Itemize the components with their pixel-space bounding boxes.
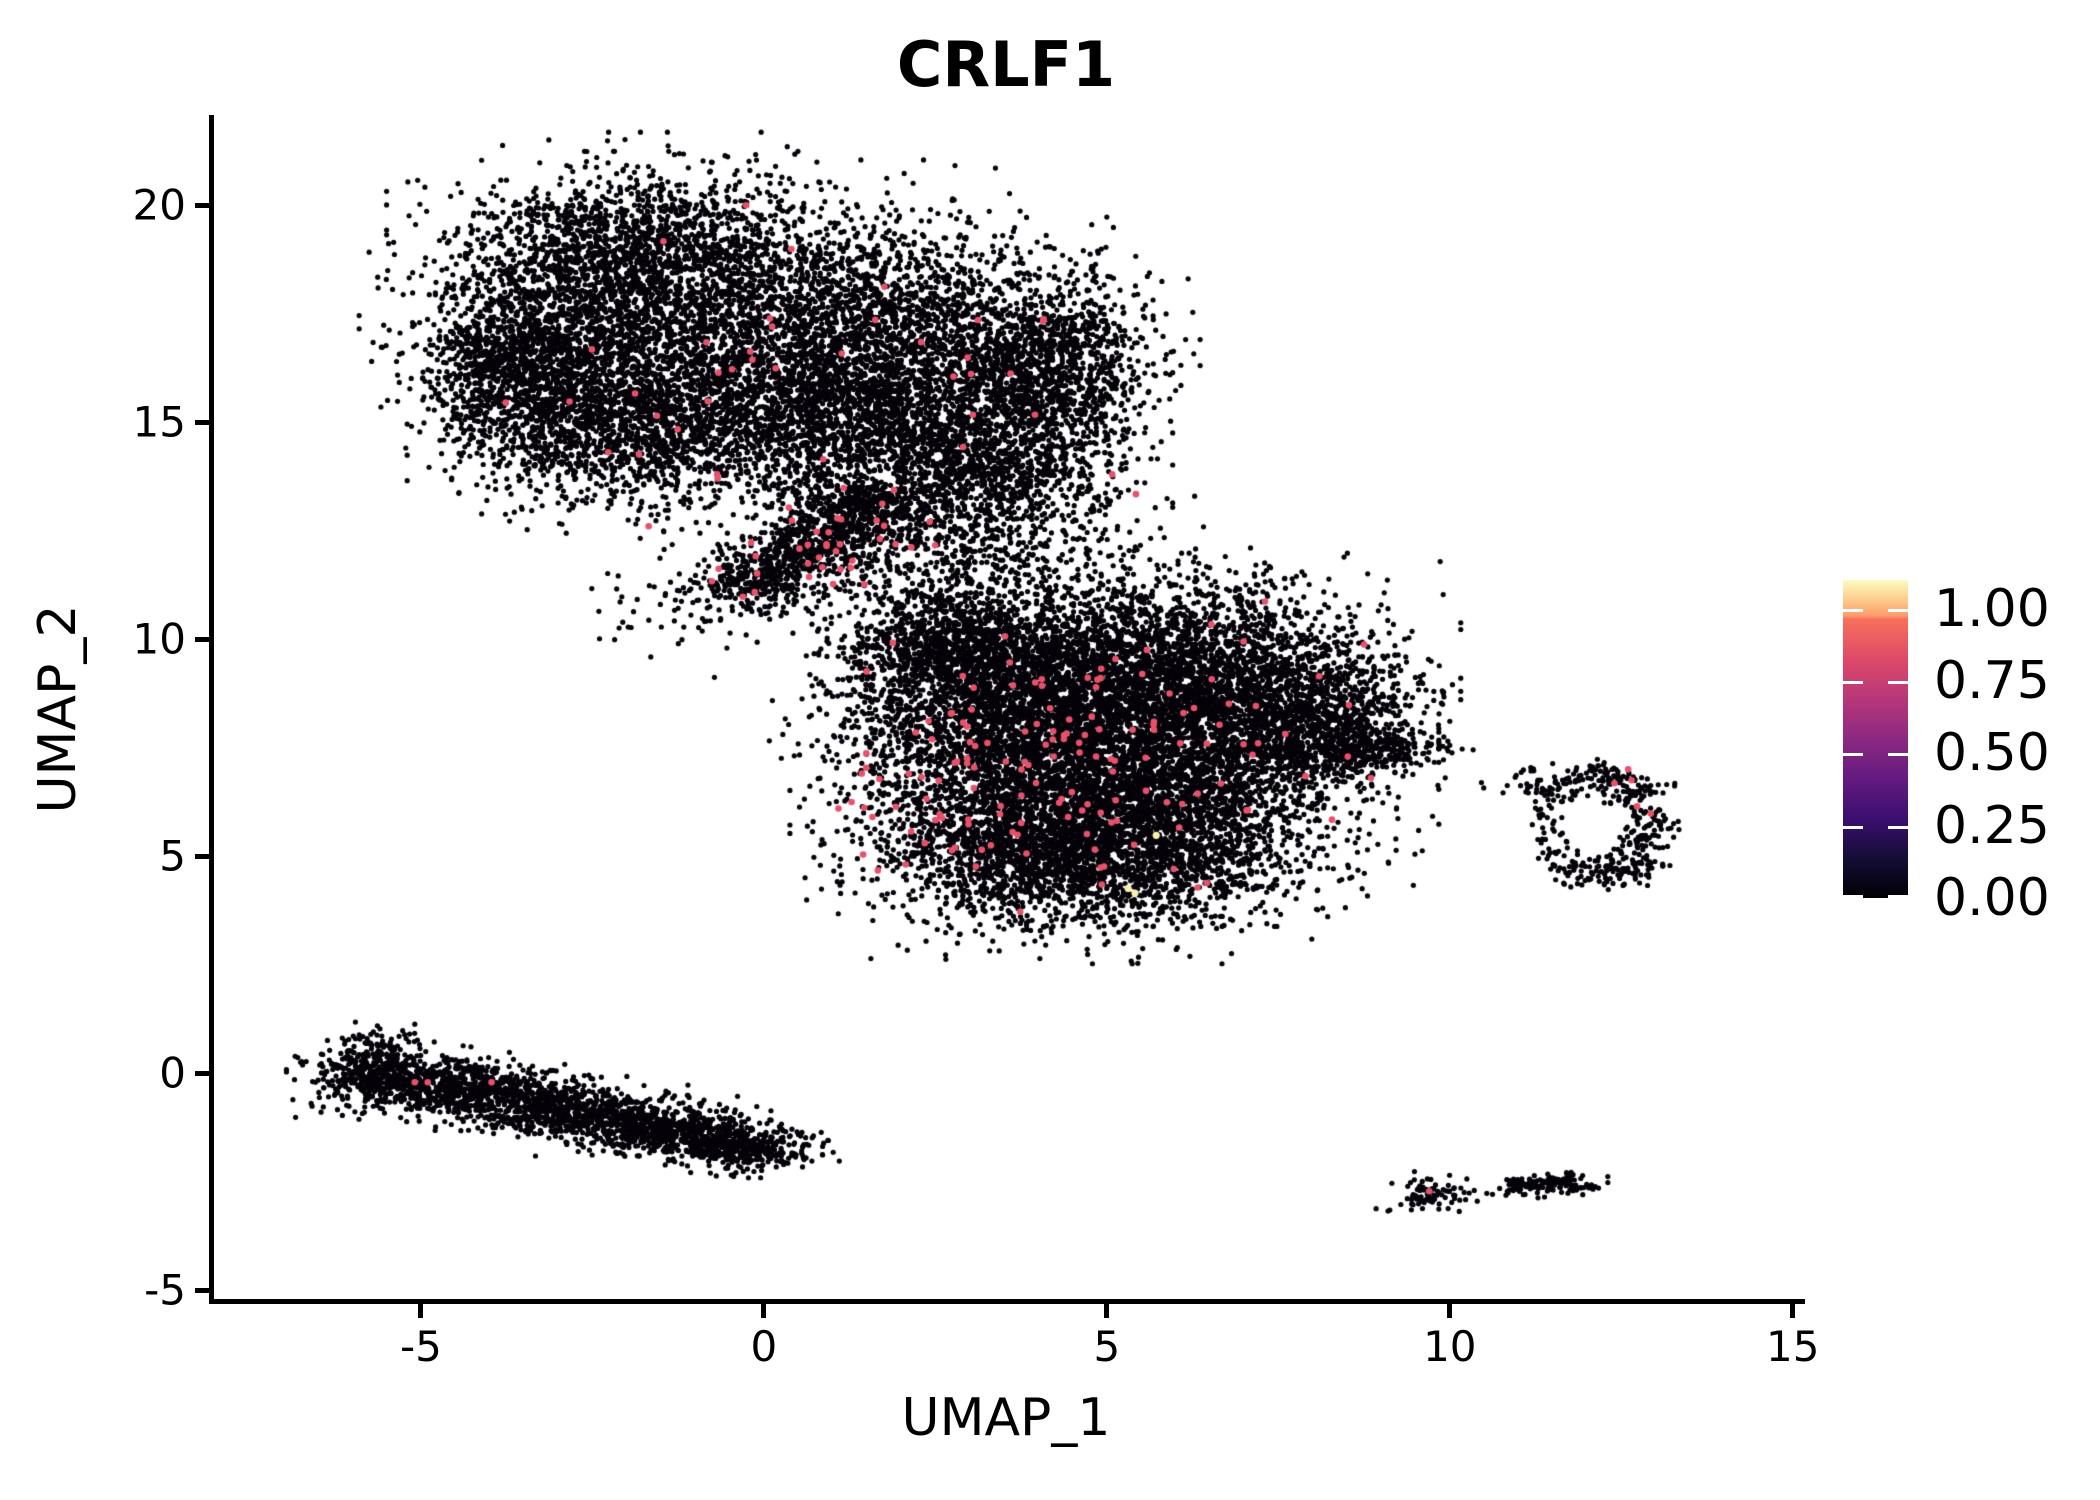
colorbar-tick [1888,608,1908,612]
colorbar-label: 1.00 [1934,578,2050,639]
colorbar-tick [1843,608,1863,612]
x-tick-label: 0 [750,1322,778,1371]
colorbar-tick [1888,825,1908,829]
y-tick-label: 0 [159,1048,186,1098]
x-axis-line [209,1299,1805,1304]
colorbar-tick [1843,681,1863,685]
y-tick [195,636,209,642]
x-tick [1104,1304,1110,1318]
colorbar-label: 0.00 [1934,868,2050,928]
y-axis-line [209,115,214,1304]
y-tick [195,1070,209,1076]
colorbar-tick [1888,895,1908,898]
colorbar-label: 0.50 [1934,723,2050,784]
x-tick-label: -5 [399,1322,442,1371]
x-tick-label: 5 [1093,1322,1121,1371]
x-tick [418,1304,424,1318]
x-tick-label: 15 [1766,1322,1820,1371]
y-tick [195,419,209,425]
colorbar-tick [1888,681,1908,685]
y-tick-label: 5 [159,831,186,881]
y-tick [195,202,209,208]
colorbar-gradient [1843,580,1908,898]
colorbar-tick [1843,825,1863,829]
colorbar-tick [1888,753,1908,757]
colorbar-tick [1843,895,1863,898]
y-tick [195,1287,209,1293]
y-axis-title: UMAP_2 [28,604,88,814]
colorbar-tick [1843,753,1863,757]
plot-title: CRLF1 [896,28,1116,101]
y-tick-label: 10 [132,614,186,664]
y-tick-label: 20 [132,180,186,230]
colorbar-label: 0.25 [1934,795,2050,856]
colorbar-label: 0.75 [1934,651,2050,712]
y-tick-label: -5 [144,1265,186,1315]
y-tick-label: 15 [132,397,186,447]
x-tick [1790,1304,1796,1318]
x-axis-title: UMAP_1 [901,1388,1111,1448]
x-tick [761,1304,767,1318]
x-tick [1447,1304,1453,1318]
y-tick [195,853,209,859]
x-tick-label: 10 [1423,1322,1477,1371]
